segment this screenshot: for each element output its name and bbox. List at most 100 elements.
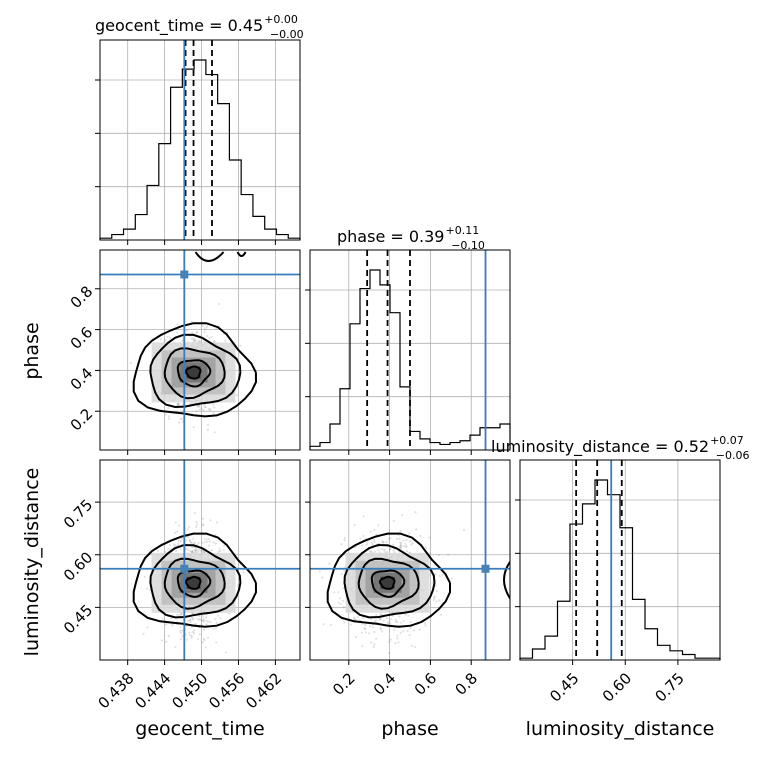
scatter-point [389,548,392,551]
scatter-point [372,539,376,542]
scatter-point [207,408,210,411]
scatter-point [425,546,428,549]
scatter-point [174,645,177,649]
contour-level-3 [357,557,420,610]
scatter-point [411,541,414,545]
scatter-point [191,630,194,634]
scatter-point [373,620,376,623]
scatter-point [372,645,375,648]
histogram-panel-geocent-time [95,39,301,245]
scatter-point [175,613,179,616]
scatter-point [197,405,200,408]
scatter-point [190,550,193,554]
scatter-point [194,623,197,626]
x-tick-label-luminosity-distance: 0.60 [599,669,635,705]
scatter-point [399,529,402,533]
scatter-point [373,643,376,646]
scatter-point [168,455,170,457]
scatter-point [202,340,206,343]
density-cell [186,576,201,589]
scatter-point [370,541,373,545]
scatter-point [192,612,195,615]
scatter-point [389,622,392,625]
title-luminosity-distance: luminosity_distance = 0.52+0.07 −0.06 [491,434,750,462]
scatter-point [195,331,198,334]
x-tick-label-geocent-time: 0.444 [131,669,174,712]
contour-level-5 [184,365,202,380]
scatter-point [179,548,182,551]
scatter-point [175,549,178,553]
scatter-point [433,595,436,598]
scatter-point [424,622,427,625]
scatter-point [188,539,191,542]
scatter-point [194,550,198,553]
scatter-point [212,403,215,406]
scatter-point [215,641,218,644]
scatter-point [373,528,376,532]
scatter-point [201,523,204,526]
scatter-point [418,628,422,632]
scatter-point [379,627,382,630]
scatter-point [369,530,372,533]
scatter-point [189,634,192,637]
scatter-point [342,606,345,609]
scatter-point [195,548,198,552]
title-geocent-time: geocent_time = 0.45+0.00 −0.00 [95,13,304,41]
scatter-point [194,549,197,552]
scatter-point [207,544,211,547]
scatter-point [321,576,324,579]
x-tick-label-phase: 0.6 [411,669,441,699]
scatter-point [146,626,149,629]
scatter-point [339,602,342,606]
scatter-point [198,405,201,408]
scatter-point [176,323,179,326]
scatter-point [404,613,407,616]
scatter-point [379,612,382,616]
scatter-point [364,631,368,634]
scatter-point [361,616,365,619]
scatter-point [165,640,168,644]
scatter-point [201,517,205,520]
scatter-point [397,537,401,540]
x-tick-label-geocent-time: 0.438 [94,669,137,712]
scatter-point [178,614,181,617]
scatter-point [190,337,193,340]
scatter-point [362,534,365,538]
scatter-point [202,620,205,623]
scatter-point [362,515,365,518]
y-tick-label-phase: 0.4 [67,364,97,394]
scatter-point [339,597,342,600]
scatter-point [343,536,347,540]
scatter-point [204,405,207,409]
scatter-point [159,338,162,341]
scatter-point [399,544,403,547]
scatter-point [322,623,325,626]
scatter-point [210,335,213,338]
scatter-point [142,632,145,635]
scatter-point [181,420,184,423]
scatter-point [214,627,217,630]
scatter-point [184,548,188,551]
scatter-point [409,626,412,629]
scatter-point [373,541,376,544]
scatter-point [193,339,197,342]
scatter-point [165,623,168,626]
scatter-point [399,631,402,634]
scatter-point [202,409,205,412]
scatter-point [395,620,398,623]
scatter-point [181,339,184,343]
scatter-point [374,618,377,621]
xlabel-phase: phase [381,718,438,740]
scatter-point [196,617,199,620]
histogram-panel-luminosity-distance [515,459,721,665]
scatter-point [432,598,435,601]
contour-level-1 [132,532,258,628]
scatter-point [387,538,391,541]
scatter-point [395,537,398,541]
scatter-point [206,334,209,338]
density-cell [186,366,201,379]
scatter-point [176,403,179,406]
y-tick-label-luminosity-distance: 0.60 [60,548,96,584]
scatter-point [166,335,169,339]
scatter-point [202,637,205,640]
